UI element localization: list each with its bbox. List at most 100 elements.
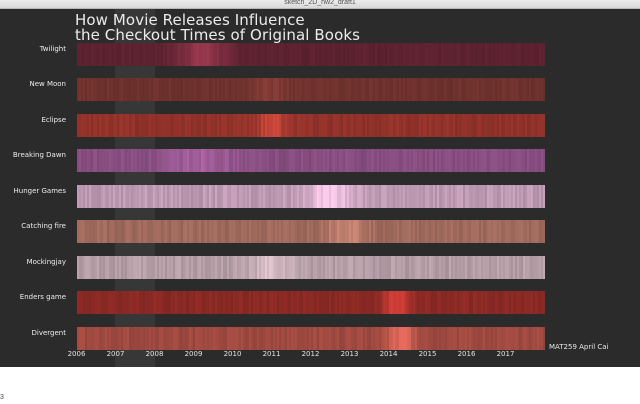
checkout-cell [175, 185, 178, 208]
checkout-cell [293, 114, 296, 137]
checkout-cell [453, 114, 456, 137]
checkout-cell [149, 291, 152, 314]
checkout-cell [463, 327, 466, 350]
checkout-cell [119, 78, 122, 101]
checkout-cell [177, 114, 180, 137]
checkout-cell [201, 256, 204, 279]
checkout-cell [433, 256, 436, 279]
checkout-cell [241, 291, 244, 314]
checkout-cell [137, 114, 140, 137]
checkout-cell [497, 185, 500, 208]
checkout-cell [285, 114, 288, 137]
checkout-cell [275, 327, 278, 350]
checkout-cell [295, 43, 298, 66]
checkout-cell [199, 114, 202, 137]
checkout-cell [393, 114, 396, 137]
checkout-cell [439, 149, 442, 172]
checkout-cell [125, 78, 128, 101]
checkout-cell [89, 78, 92, 101]
checkout-cell [201, 327, 204, 350]
checkout-cell [301, 185, 304, 208]
checkout-cell [365, 220, 368, 243]
checkout-cell [323, 78, 326, 101]
checkout-cell [407, 149, 410, 172]
checkout-cell [347, 43, 350, 66]
checkout-cell [139, 220, 142, 243]
checkout-cell [91, 291, 94, 314]
checkout-cell [381, 256, 384, 279]
checkout-cell [449, 114, 452, 137]
checkout-cell [467, 43, 470, 66]
checkout-cell [383, 291, 386, 314]
window-title: sketch_2D_hw2_draft1 [284, 0, 356, 6]
checkout-cell [155, 78, 158, 101]
checkout-cell [371, 114, 374, 137]
checkout-cell [353, 78, 356, 101]
checkout-cell [109, 291, 112, 314]
checkout-cell [101, 114, 104, 137]
checkout-cell [373, 78, 376, 101]
checkout-cell [541, 43, 544, 66]
checkout-cell [227, 43, 230, 66]
checkout-cell [269, 78, 272, 101]
checkout-cell [247, 43, 250, 66]
checkout-cell [79, 114, 82, 137]
checkout-cell [185, 327, 188, 350]
checkout-cell [203, 185, 206, 208]
checkout-cell [345, 291, 348, 314]
checkout-cell [525, 220, 528, 243]
checkout-cell [309, 43, 312, 66]
strip-svg [77, 43, 545, 66]
checkout-strip [77, 185, 545, 208]
strip-svg [77, 327, 545, 350]
checkout-cell [335, 43, 338, 66]
checkout-cell [321, 114, 324, 137]
checkout-cell [83, 256, 86, 279]
checkout-cell [531, 327, 534, 350]
checkout-cell [101, 291, 104, 314]
checkout-cell [429, 220, 432, 243]
checkout-cell [175, 149, 178, 172]
checkout-cell [201, 114, 204, 137]
checkout-cell [317, 220, 320, 243]
checkout-cell [419, 220, 422, 243]
checkout-cell [513, 78, 516, 101]
checkout-cell [131, 220, 134, 243]
checkout-cell [225, 149, 228, 172]
checkout-cell [193, 185, 196, 208]
checkout-cell [247, 220, 250, 243]
checkout-cell [483, 149, 486, 172]
checkout-cell [533, 43, 536, 66]
checkout-cell [451, 327, 454, 350]
checkout-cell [105, 43, 108, 66]
checkout-cell [133, 327, 136, 350]
checkout-cell [531, 256, 534, 279]
checkout-cell [79, 256, 82, 279]
checkout-cell [489, 114, 492, 137]
checkout-cell [515, 291, 518, 314]
checkout-cell [153, 220, 156, 243]
checkout-cell [299, 114, 302, 137]
checkout-cell [469, 114, 472, 137]
checkout-cell [111, 185, 114, 208]
checkout-cell [357, 114, 360, 137]
checkout-cell [111, 291, 114, 314]
checkout-cell [495, 114, 498, 137]
checkout-cell [467, 114, 470, 137]
checkout-cell [275, 78, 278, 101]
checkout-cell [309, 220, 312, 243]
checkout-cell [203, 220, 206, 243]
checkout-cell [227, 291, 230, 314]
checkout-cell [505, 185, 508, 208]
checkout-cell [529, 185, 532, 208]
checkout-cell [509, 78, 512, 101]
checkout-cell [505, 291, 508, 314]
checkout-cell [385, 185, 388, 208]
checkout-cell [437, 43, 440, 66]
checkout-cell [499, 327, 502, 350]
checkout-cell [375, 149, 378, 172]
checkout-cell [349, 43, 352, 66]
checkout-cell [207, 220, 210, 243]
checkout-cell [213, 185, 216, 208]
checkout-cell [335, 220, 338, 243]
